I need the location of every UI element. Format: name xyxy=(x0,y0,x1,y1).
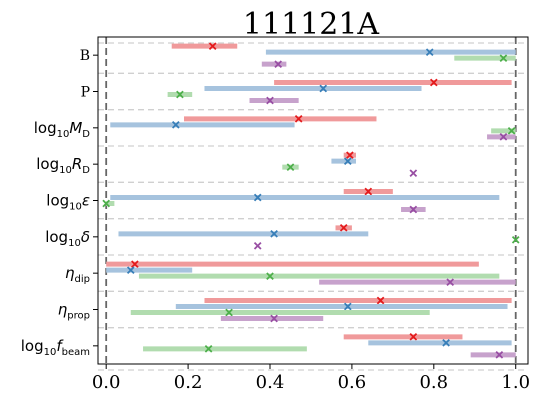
marker-stroke xyxy=(266,96,274,105)
row-label: log10MD xyxy=(34,119,91,140)
marker-red xyxy=(339,223,348,232)
marker-red xyxy=(208,42,217,51)
marker-green xyxy=(286,163,295,172)
marker-stroke xyxy=(208,42,217,51)
marker-stroke xyxy=(495,350,504,359)
marker-stroke xyxy=(126,266,135,275)
marker-purple xyxy=(266,96,274,105)
marker-green xyxy=(499,54,508,63)
marker-stroke xyxy=(270,229,278,238)
marker-stroke xyxy=(225,308,233,317)
marker-purple xyxy=(446,278,455,287)
marker-stroke xyxy=(253,193,262,202)
row-label: P xyxy=(81,85,90,101)
marker-green xyxy=(511,235,520,244)
marker-stroke xyxy=(266,272,274,281)
x-axis: 0.0 0.2 0.4 0.6 0.8 1.0 xyxy=(92,364,530,393)
marker-stroke xyxy=(499,54,508,63)
marker-green xyxy=(266,272,274,281)
marker-blue xyxy=(171,120,180,129)
chart-title: 111121A xyxy=(243,7,380,42)
marker-stroke xyxy=(204,344,213,353)
marker-stroke xyxy=(286,163,295,172)
row-label: log10fbeam xyxy=(21,337,90,358)
marker-stroke xyxy=(343,157,352,166)
marker-stroke xyxy=(409,332,418,341)
marker-stroke xyxy=(442,338,450,347)
marker-stroke xyxy=(376,296,385,305)
marker-stroke xyxy=(176,90,184,99)
marker-red xyxy=(364,187,373,196)
marker-stroke xyxy=(511,235,520,244)
marker-stroke xyxy=(499,132,508,141)
marker-stroke xyxy=(274,60,283,69)
marker-purple xyxy=(495,350,504,359)
marker-green xyxy=(176,90,184,99)
marker-blue xyxy=(343,157,352,166)
marker-blue xyxy=(425,48,434,57)
marker-blue xyxy=(442,338,450,347)
marker-red xyxy=(131,260,139,269)
marker-stroke xyxy=(270,314,278,323)
marker-stroke xyxy=(343,302,352,311)
marker-stroke xyxy=(346,151,354,160)
marker-stroke xyxy=(339,223,348,232)
marker-red xyxy=(346,151,354,160)
marker-stroke xyxy=(294,114,303,123)
marker-blue xyxy=(126,266,135,275)
row-label: ηprop xyxy=(58,301,90,322)
marker-green xyxy=(507,126,516,135)
marker-stroke xyxy=(171,120,180,129)
marker-stroke xyxy=(446,278,455,287)
marker-red xyxy=(294,114,303,123)
marker-blue xyxy=(270,229,278,238)
x-tick-label: 1.0 xyxy=(501,372,530,393)
marker-purple xyxy=(274,60,283,69)
marker-stroke xyxy=(364,187,373,196)
marker-purple xyxy=(409,169,418,178)
plot-area xyxy=(98,37,528,371)
marker-blue xyxy=(343,302,352,311)
marker-stroke xyxy=(131,260,139,269)
marker-green xyxy=(204,344,213,353)
marker-purple xyxy=(409,205,418,214)
row-label: log10δ xyxy=(45,228,90,249)
marker-stroke xyxy=(409,169,418,178)
x-tick-label: 0.0 xyxy=(92,372,121,393)
marker-purple xyxy=(253,241,262,250)
x-tick-label: 0.2 xyxy=(174,372,203,393)
marker-purple xyxy=(499,132,508,141)
x-tick-label: 0.4 xyxy=(256,372,285,393)
marker-stroke xyxy=(425,48,434,57)
row-label: log10RD xyxy=(36,155,90,176)
marker-stroke xyxy=(253,241,262,250)
marker-stroke xyxy=(409,205,418,214)
x-tick-label: 0.6 xyxy=(338,372,367,393)
marker-blue xyxy=(319,84,328,93)
row-label: ηdip xyxy=(65,264,90,285)
marker-green xyxy=(102,199,111,208)
row-label: log10ε xyxy=(46,192,90,213)
marker-red xyxy=(376,296,385,305)
marker-red xyxy=(429,78,438,87)
marker-green xyxy=(225,308,233,317)
marker-stroke xyxy=(319,84,328,93)
marker-stroke xyxy=(429,78,438,87)
row-label: B xyxy=(80,48,90,64)
marker-stroke xyxy=(102,199,111,208)
marker-stroke xyxy=(507,126,516,135)
marker-purple xyxy=(270,314,278,323)
marker-red xyxy=(409,332,418,341)
x-tick-label: 0.8 xyxy=(419,372,448,393)
marker-blue xyxy=(253,193,262,202)
